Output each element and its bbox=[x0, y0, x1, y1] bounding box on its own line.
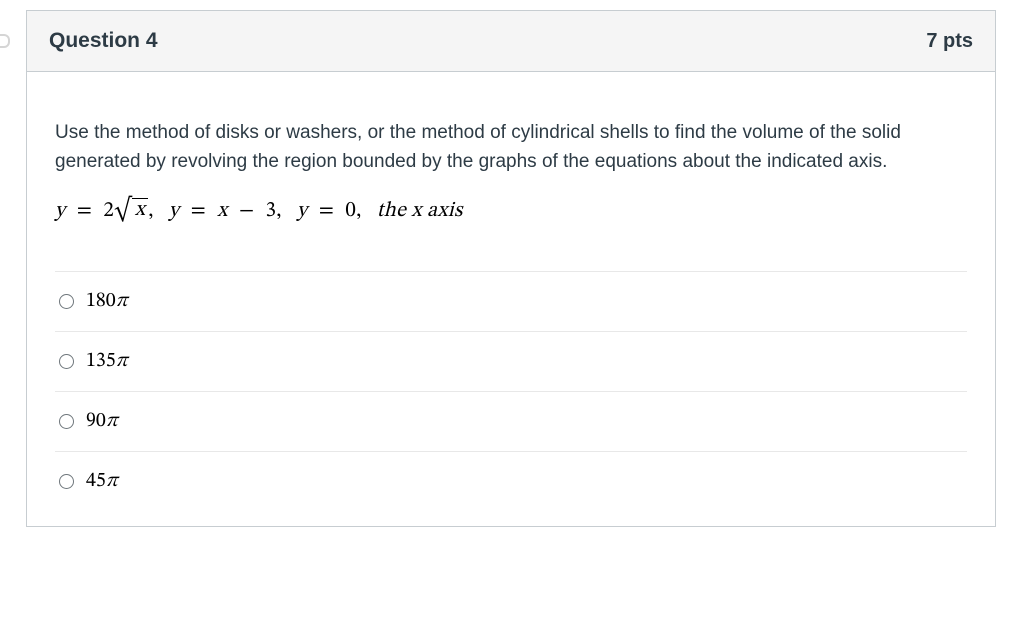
question-card: Question 4 7 pts Use the method of disks… bbox=[26, 10, 996, 527]
eq-y1-equals: = bbox=[77, 200, 92, 221]
answer-option[interactable]: 45π bbox=[55, 452, 967, 498]
drag-handle-indicator bbox=[0, 34, 10, 48]
answer-label: 180π bbox=[86, 289, 128, 314]
equation-line: y = 2√x, y = x − 3, y = 0, the x axis bbox=[55, 197, 967, 225]
answer-label: 90π bbox=[86, 409, 118, 434]
answer-option[interactable]: 135π bbox=[55, 332, 967, 392]
page-wrap: Question 4 7 pts Use the method of disks… bbox=[0, 0, 1024, 547]
radio-icon[interactable] bbox=[59, 294, 74, 309]
radio-icon[interactable] bbox=[59, 474, 74, 489]
eq-y3-val: 0 bbox=[345, 200, 356, 221]
eq-y2-minus: − bbox=[239, 200, 254, 221]
question-body: Use the method of disks or washers, or t… bbox=[27, 72, 995, 526]
eq-y2-a: x bbox=[217, 200, 227, 221]
eq-y2-b: 3 bbox=[266, 200, 277, 221]
radio-icon[interactable] bbox=[59, 354, 74, 369]
eq-y1-coef: 2 bbox=[103, 200, 114, 221]
sqrt-icon: √x bbox=[114, 197, 148, 225]
question-points: 7 pts bbox=[926, 30, 973, 53]
question-header: Question 4 7 pts bbox=[27, 11, 995, 72]
answer-list: 180π 135π 90π 45π bbox=[55, 271, 967, 498]
answer-label: 135π bbox=[86, 349, 128, 374]
answer-option[interactable]: 180π bbox=[55, 272, 967, 332]
eq-y1-lhs: y bbox=[55, 200, 65, 221]
answer-option[interactable]: 90π bbox=[55, 392, 967, 452]
eq-y2-lhs: y bbox=[169, 200, 179, 221]
answer-label: 45π bbox=[86, 469, 118, 494]
eq-y3-equals: = bbox=[319, 200, 334, 221]
radio-icon[interactable] bbox=[59, 414, 74, 429]
eq-axis: the x axis bbox=[377, 200, 463, 221]
question-prompt: Use the method of disks or washers, or t… bbox=[55, 118, 967, 177]
eq-y3-lhs: y bbox=[297, 200, 307, 221]
question-title: Question 4 bbox=[49, 29, 158, 53]
eq-y2-equals: = bbox=[191, 200, 206, 221]
eq-y1-radicand: x bbox=[132, 198, 148, 220]
